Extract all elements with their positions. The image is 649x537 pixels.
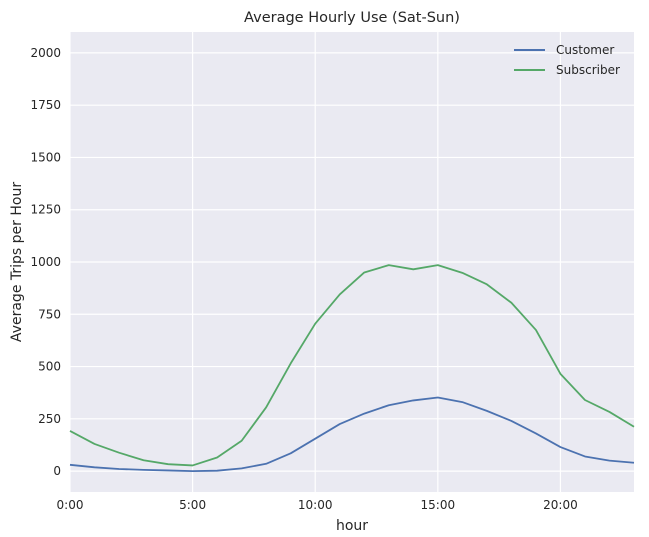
x-axis-label: hour: [336, 518, 368, 534]
y-axis-label: Average Trips per Hour: [9, 182, 25, 342]
series-line-subscriber: [69, 264, 635, 467]
chart-title: Average Hourly Use (Sat-Sun): [244, 10, 460, 26]
x-tick-label: 0:00: [57, 498, 84, 512]
y-tick-label: 2000: [30, 46, 61, 60]
series-lines: [69, 264, 635, 472]
y-tick-labels: 0 250 500 750 1000 1250 1500 1750 2000: [30, 46, 61, 478]
y-tick-label: 0: [53, 464, 61, 478]
x-tick-label: 5:00: [179, 498, 206, 512]
y-tick-label: 750: [38, 307, 61, 321]
x-tick-label: 20:00: [543, 498, 578, 512]
series-line-customer: [69, 396, 635, 472]
legend: Customer Subscriber: [514, 43, 620, 77]
x-tick-label: 10:00: [298, 498, 333, 512]
legend-label: Customer: [556, 43, 614, 57]
legend-entry-subscriber: Subscriber: [514, 63, 620, 77]
y-tick-label: 500: [38, 360, 61, 374]
legend-label: Subscriber: [556, 63, 620, 77]
y-tick-label: 1000: [30, 255, 61, 269]
legend-entry-customer: Customer: [514, 43, 614, 57]
y-tick-label: 1750: [30, 98, 61, 112]
y-tick-label: 1500: [30, 150, 61, 164]
x-tick-labels: 0:00 5:00 10:00 15:00 20:00: [57, 498, 578, 512]
grid-lines: [69, 32, 634, 492]
x-tick-label: 15:00: [421, 498, 456, 512]
y-tick-label: 250: [38, 412, 61, 426]
y-tick-label: 1250: [30, 203, 61, 217]
